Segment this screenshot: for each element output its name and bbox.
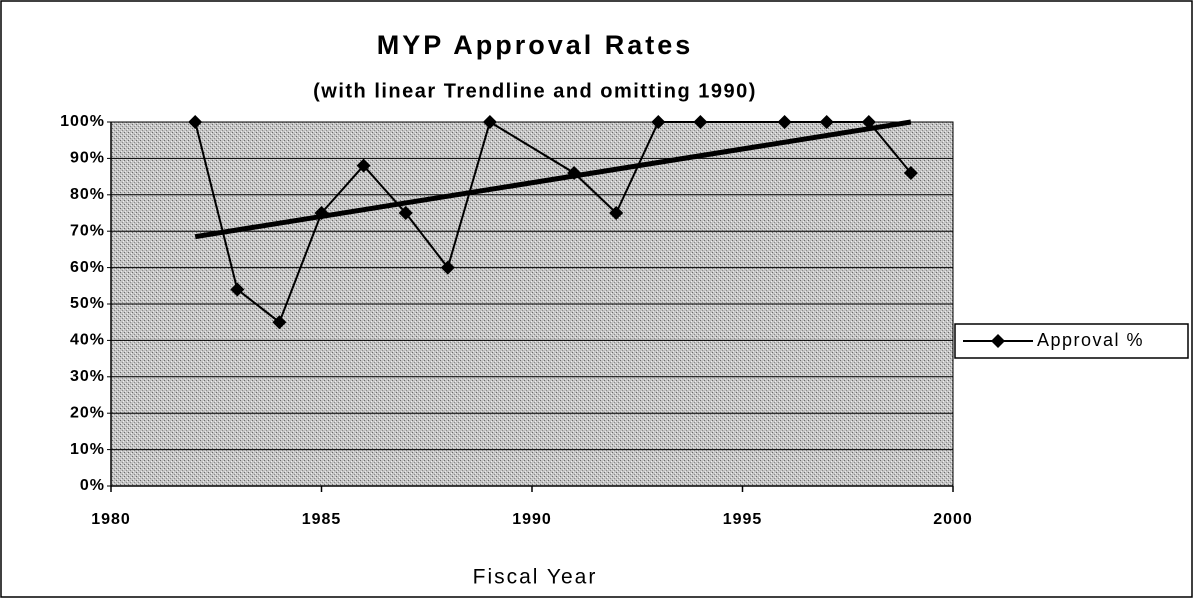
chart-subtitle: (with linear Trendline and omitting 1990… [313, 80, 757, 102]
point-marker [272, 315, 287, 330]
point-marker [356, 158, 371, 173]
y-tick-label: 40% [70, 332, 105, 349]
y-tick-label: 100% [60, 113, 105, 130]
y-tick-label: 50% [70, 295, 105, 312]
legend-label: Approval % [1037, 330, 1144, 350]
point-marker [482, 115, 497, 129]
y-tick-label: 0% [80, 477, 105, 494]
point-marker [777, 115, 792, 129]
y-tick-label: 60% [70, 259, 105, 276]
x-tick-label: 2000 [933, 511, 973, 528]
y-tick-label: 80% [70, 186, 105, 203]
trendline [194, 119, 912, 240]
y-tick-label: 20% [70, 404, 105, 421]
y-tick-label: 30% [70, 368, 105, 385]
point-marker [861, 115, 876, 129]
x-tick-label: 1980 [91, 511, 131, 528]
point-marker [230, 282, 245, 297]
point-marker [314, 206, 329, 220]
point-marker [693, 115, 708, 129]
x-tick-label: 1995 [723, 511, 763, 528]
point-marker [609, 206, 624, 220]
point-marker [440, 260, 455, 275]
y-tick-label: 10% [70, 441, 105, 458]
point-marker [903, 165, 918, 180]
x-tick-label: 1990 [512, 511, 552, 528]
legend-marker [991, 334, 1005, 348]
point-marker [398, 206, 413, 220]
series-line [194, 120, 912, 324]
x-tick-label: 1985 [302, 511, 342, 528]
point-marker [188, 115, 203, 129]
point-marker [651, 115, 666, 129]
point-marker [819, 115, 834, 129]
y-tick-label: 70% [70, 222, 105, 239]
y-tick-label: 90% [70, 150, 105, 167]
point-marker [567, 165, 582, 180]
x-axis-label: Fiscal Year [473, 566, 598, 589]
chart-title: MYP Approval Rates [377, 30, 694, 60]
